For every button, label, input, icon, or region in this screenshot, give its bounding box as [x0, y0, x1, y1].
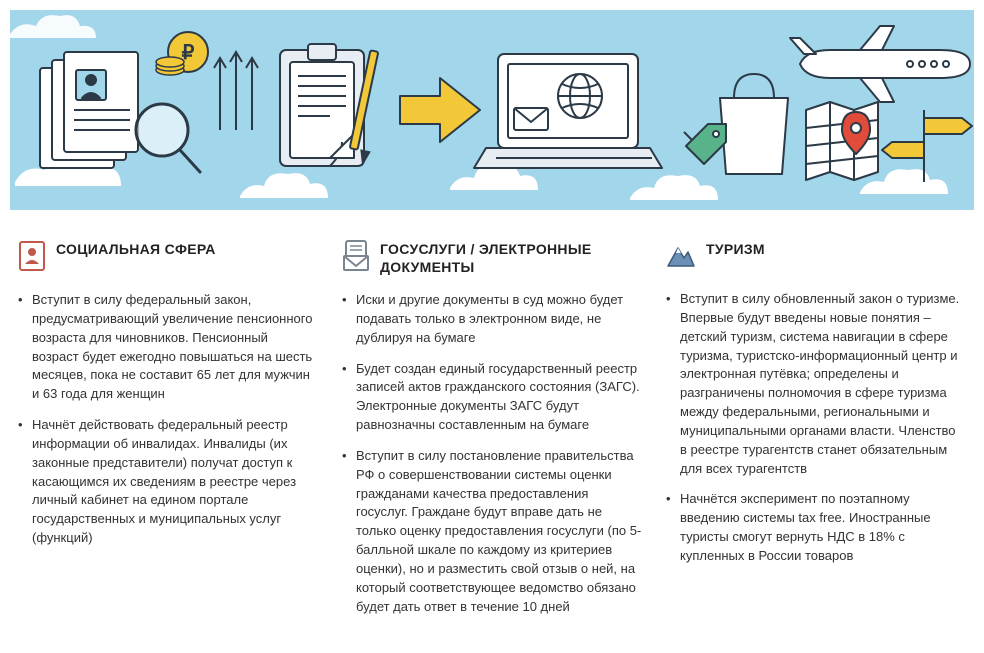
- hero-banner: ₽: [10, 10, 974, 210]
- list-item: Иски и другие документы в суд можно буде…: [342, 291, 642, 348]
- list-item: Будет создан единый государственный реес…: [342, 360, 642, 435]
- column-header: ГОСУСЛУГИ / ЭЛЕКТРОННЫЕ ДОКУМЕНТЫ: [342, 240, 642, 277]
- person-doc-icon: [18, 240, 46, 277]
- column-social: СОЦИАЛЬНАЯ СФЕРА Вступит в силу федераль…: [18, 240, 318, 629]
- bullet-list: Вступит в силу обновленный закон о туриз…: [666, 290, 966, 566]
- list-item: Начнётся эксперимент по поэтапному введе…: [666, 490, 966, 565]
- envelope-doc-icon: [342, 240, 370, 277]
- content-columns: СОЦИАЛЬНАЯ СФЕРА Вступит в силу федераль…: [0, 220, 984, 639]
- mountain-icon: [666, 240, 696, 275]
- column-header: ТУРИЗМ: [666, 240, 966, 276]
- bullet-list: Иски и другие документы в суд можно буде…: [342, 291, 642, 617]
- bullet-list: Вступит в силу федеральный закон, предус…: [18, 291, 318, 548]
- column-tourism: ТУРИЗМ Вступит в силу обновленный закон …: [666, 240, 966, 629]
- column-title: ТУРИЗМ: [706, 240, 765, 258]
- column-eservices: ГОСУСЛУГИ / ЭЛЕКТРОННЫЕ ДОКУМЕНТЫ Иски и…: [342, 240, 642, 629]
- column-title: ГОСУСЛУГИ / ЭЛЕКТРОННЫЕ ДОКУМЕНТЫ: [380, 240, 642, 276]
- column-header: СОЦИАЛЬНАЯ СФЕРА: [18, 240, 318, 277]
- list-item: Вступит в силу федеральный закон, предус…: [18, 291, 318, 404]
- column-title: СОЦИАЛЬНАЯ СФЕРА: [56, 240, 216, 258]
- list-item: Вступит в силу обновленный закон о туриз…: [666, 290, 966, 478]
- list-item: Начнёт действовать федеральный реестр ин…: [18, 416, 318, 548]
- list-item: Вступит в силу постановление правительст…: [342, 447, 642, 617]
